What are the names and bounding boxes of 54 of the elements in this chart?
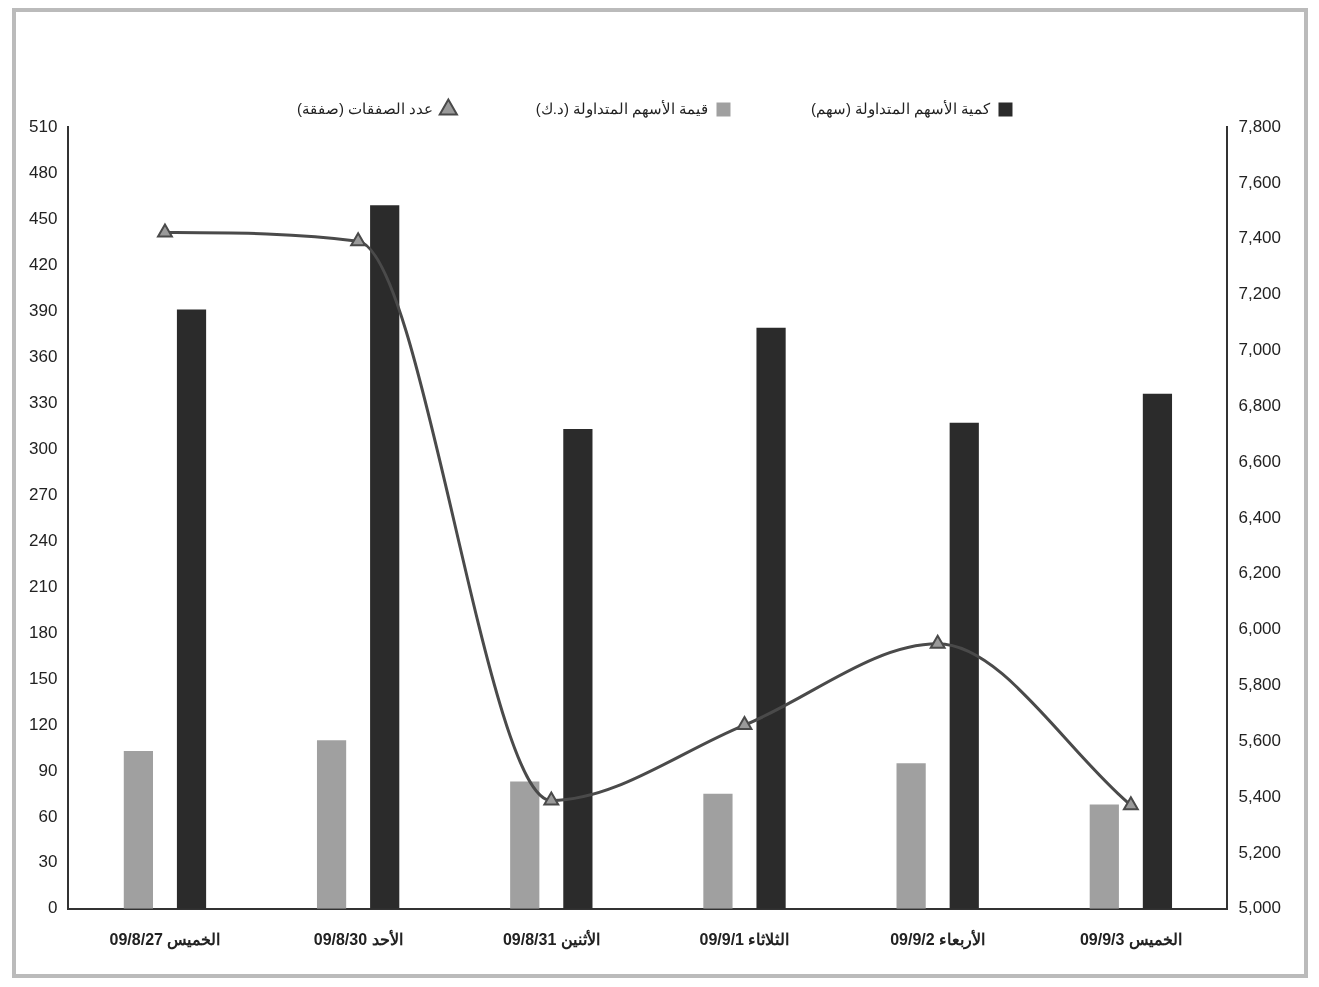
y-tick-label: 300 [28, 438, 58, 458]
y-tick-label: 270 [28, 484, 58, 504]
y2-tick-label: 5,200 [1238, 842, 1282, 862]
y-tick-label: 420 [28, 254, 58, 274]
bar [316, 740, 347, 909]
x-tick-label: 09/8/31 الأثنين [502, 928, 600, 950]
y-tick-label: 240 [28, 530, 58, 550]
y2-tick-label: 6,800 [1238, 395, 1282, 415]
y-tick-label: 480 [28, 162, 58, 182]
legend-label: قيمة الأسهم المتداولة (د.ك) [535, 99, 709, 118]
y-tick-label: 60 [38, 806, 58, 826]
y2-tick-label: 5,000 [1238, 898, 1282, 918]
y2-tick-label: 7,800 [1238, 116, 1282, 136]
y2-tick-label: 7,400 [1238, 228, 1282, 248]
x-tick-label: 09/9/2 الأربعاء [890, 928, 986, 950]
y2-tick-label: 7,200 [1238, 284, 1282, 304]
y2-tick-label: 5,400 [1238, 786, 1282, 806]
point [929, 634, 946, 649]
y-tick-label: 90 [38, 760, 58, 780]
y-tick-label: 0 [47, 898, 58, 918]
x-tick-label: 09/9/1 الثلاثاء [699, 930, 790, 948]
y-tick-label: 510 [28, 116, 58, 136]
x-tick-label: 09/9/3 الخميس [1079, 930, 1182, 950]
bar [123, 750, 153, 909]
bar [703, 793, 733, 909]
point [350, 232, 367, 247]
y2-tick-label: 6,400 [1238, 507, 1282, 527]
y2-tick-label: 5,800 [1238, 675, 1282, 695]
y-tick-label: 150 [28, 668, 58, 688]
y2-tick-label: 6,600 [1238, 451, 1282, 471]
y-tick-label: 120 [28, 714, 58, 734]
y-tick-label: 390 [28, 300, 58, 320]
bar [1089, 804, 1119, 909]
bar [896, 763, 926, 909]
point [1122, 796, 1139, 811]
bar [510, 781, 540, 909]
legend-label: عدد الصفقات (صفقة) [297, 99, 434, 117]
y-tick-label: 360 [28, 346, 58, 366]
y-tick-label: 210 [28, 576, 58, 596]
legend-label: كمية الأسهم المتداولة (سهم) [810, 99, 992, 118]
point [157, 223, 173, 238]
y-tick-label: 180 [28, 622, 58, 642]
y2-tick-label: 6,200 [1238, 563, 1282, 583]
x-tick-label: 09/8/30 الأحد [313, 928, 403, 948]
y-tick-label: 30 [38, 852, 58, 872]
y-tick-label: 330 [28, 392, 58, 412]
y2-tick-label: 6,000 [1238, 619, 1282, 639]
y-tick-label: 450 [28, 208, 58, 228]
point [543, 791, 560, 806]
x-tick-label: 09/8/27 الخميس [109, 930, 221, 950]
point [736, 716, 753, 731]
y2-tick-label: 7,000 [1238, 340, 1282, 360]
y2-tick-label: 7,600 [1238, 172, 1282, 192]
y2-tick-label: 5,600 [1238, 730, 1282, 750]
